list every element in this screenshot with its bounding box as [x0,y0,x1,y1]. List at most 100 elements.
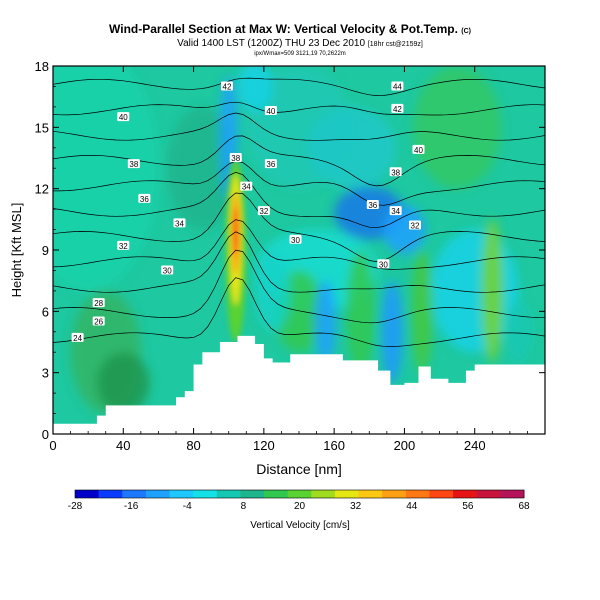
contour-label-text: 30 [163,266,172,275]
field-blob [346,250,375,373]
contour-label: 32 [408,220,421,230]
theta-contour [53,231,545,293]
field-blob [53,66,159,291]
contour-label: 36 [366,200,379,210]
theta-contour [53,192,545,262]
info-line: ipx/Wmax=509 3121,19 70,2622m [254,51,346,57]
x-axis-ticks: 0 40 80 120 160 200 240 [49,66,528,453]
y-tick-label: 9 [42,243,49,258]
x-tick-label: 200 [394,438,416,453]
colorbar-swatch [122,490,147,498]
x-tick-label: 0 [49,438,56,453]
contour-label-text: 42 [223,82,232,91]
colorbar-frame [74,489,525,499]
y-tick-label: 12 [35,182,49,197]
field-blobs [53,66,533,414]
contour-label: 26 [92,316,105,327]
contour-label-text: 36 [266,160,275,169]
field-blob [96,352,150,414]
colorbar-swatch [193,490,218,498]
subtitle-note: [18hr cst@2159z] [368,41,423,48]
x-tick-label: 80 [186,438,200,453]
theta-contour [53,77,545,96]
field-blob [314,280,336,363]
contour-label-text: 38 [129,160,138,169]
contour-label: 34 [389,206,402,216]
contour-label-text: 40 [119,113,128,122]
field-blob [413,66,502,189]
contour-label-text: 34 [242,183,251,192]
colorbar-swatch [145,490,171,498]
contour-label: 28 [92,298,105,308]
theta-contour [53,249,545,324]
colorbar-swatch [358,490,383,498]
colorbar-swatch [240,490,265,498]
field-blob [411,250,433,373]
contour-label: 30 [161,265,174,275]
field-blob [481,219,503,363]
contour-label-text: 30 [291,236,300,245]
theta-contour [53,277,545,347]
contour-label-text: 40 [414,146,423,155]
contour-label-text: 38 [391,168,400,177]
colorbar-swatch [311,490,336,498]
colorbar-tick-label: 8 [241,501,247,512]
theta-contour-labels: 24 26 28 30 32 34 36 38 40 42 38 34 32 36 40 30 44 42 40 38… [71,81,425,343]
field-blob [504,301,533,363]
colorbar-label: Vertical Velocity [cm/s] [250,520,350,531]
y-tick-label: 18 [35,59,49,74]
field-blob [307,106,396,189]
colorbar-tick-labels: -28 -16 -4 8 20 32 44 56 68 [68,501,530,512]
x-tick-label: 160 [323,438,345,453]
contour-label: 40 [117,112,130,122]
contour-label: 38 [229,153,242,163]
colorbar-tick-label: 44 [406,501,418,512]
y-tick-label: 15 [35,120,49,135]
contour-label: 36 [264,159,277,169]
y-tick-label: 6 [42,304,49,319]
contour-label: 42 [220,81,233,91]
colorbar-swatch [169,490,194,498]
contour-label: 24 [71,332,84,343]
y-axis-ticks: 0 36 9 12 15 18 [35,59,545,442]
contour-label: 36 [138,193,151,204]
theta-contour [53,160,545,206]
x-tick-label: 40 [116,438,130,453]
colorbar-swatch [500,490,525,498]
contour-label: 44 [391,81,404,91]
contour-label: 40 [412,144,425,155]
colorbar-swatch [476,490,501,498]
contour-label-text: 30 [379,260,388,269]
plot-area: 24 26 28 30 32 34 36 38 40 42 38 34 32 36 40 30 44 42 40 38… [53,66,545,434]
field-blob [381,280,403,383]
x-tick-label: 240 [464,438,486,453]
x-axis-label: Distance [nm] [256,461,342,477]
colorbar-swatch [405,490,430,498]
contour-label: 42 [391,103,404,114]
contour-label-text: 36 [140,195,149,204]
contour-label: 38 [127,159,140,169]
colorbar-swatch [216,490,241,498]
contour-label-text: 28 [94,299,103,308]
colorbar-swatch [429,490,454,498]
contour-label: 34 [173,218,186,228]
contour-label-text: 32 [259,207,268,216]
colorbar-tick-label: 56 [462,501,474,512]
contour-label: 34 [240,181,253,192]
colorbar-tick-label: -4 [183,501,192,512]
colorbar-swatch [382,490,407,498]
field-blob [255,250,291,332]
contour-label-text: 38 [231,154,240,163]
colorbar-tick-label: -16 [124,501,139,512]
colorbar-swatch [453,490,478,498]
colorbar-tick-label: 32 [350,501,362,512]
contour-label-text: 34 [175,219,184,228]
field-blob [383,205,426,255]
field-blob [237,66,273,111]
contour-label-text: 44 [393,82,402,91]
contour-label: 30 [289,234,302,245]
chart-title: Wind-Parallel Section at Max W: Vertical… [109,22,471,36]
y-tick-label: 0 [42,427,49,442]
theta-contour [53,171,545,229]
y-axis-label: Height [Kft MSL] [9,203,24,298]
